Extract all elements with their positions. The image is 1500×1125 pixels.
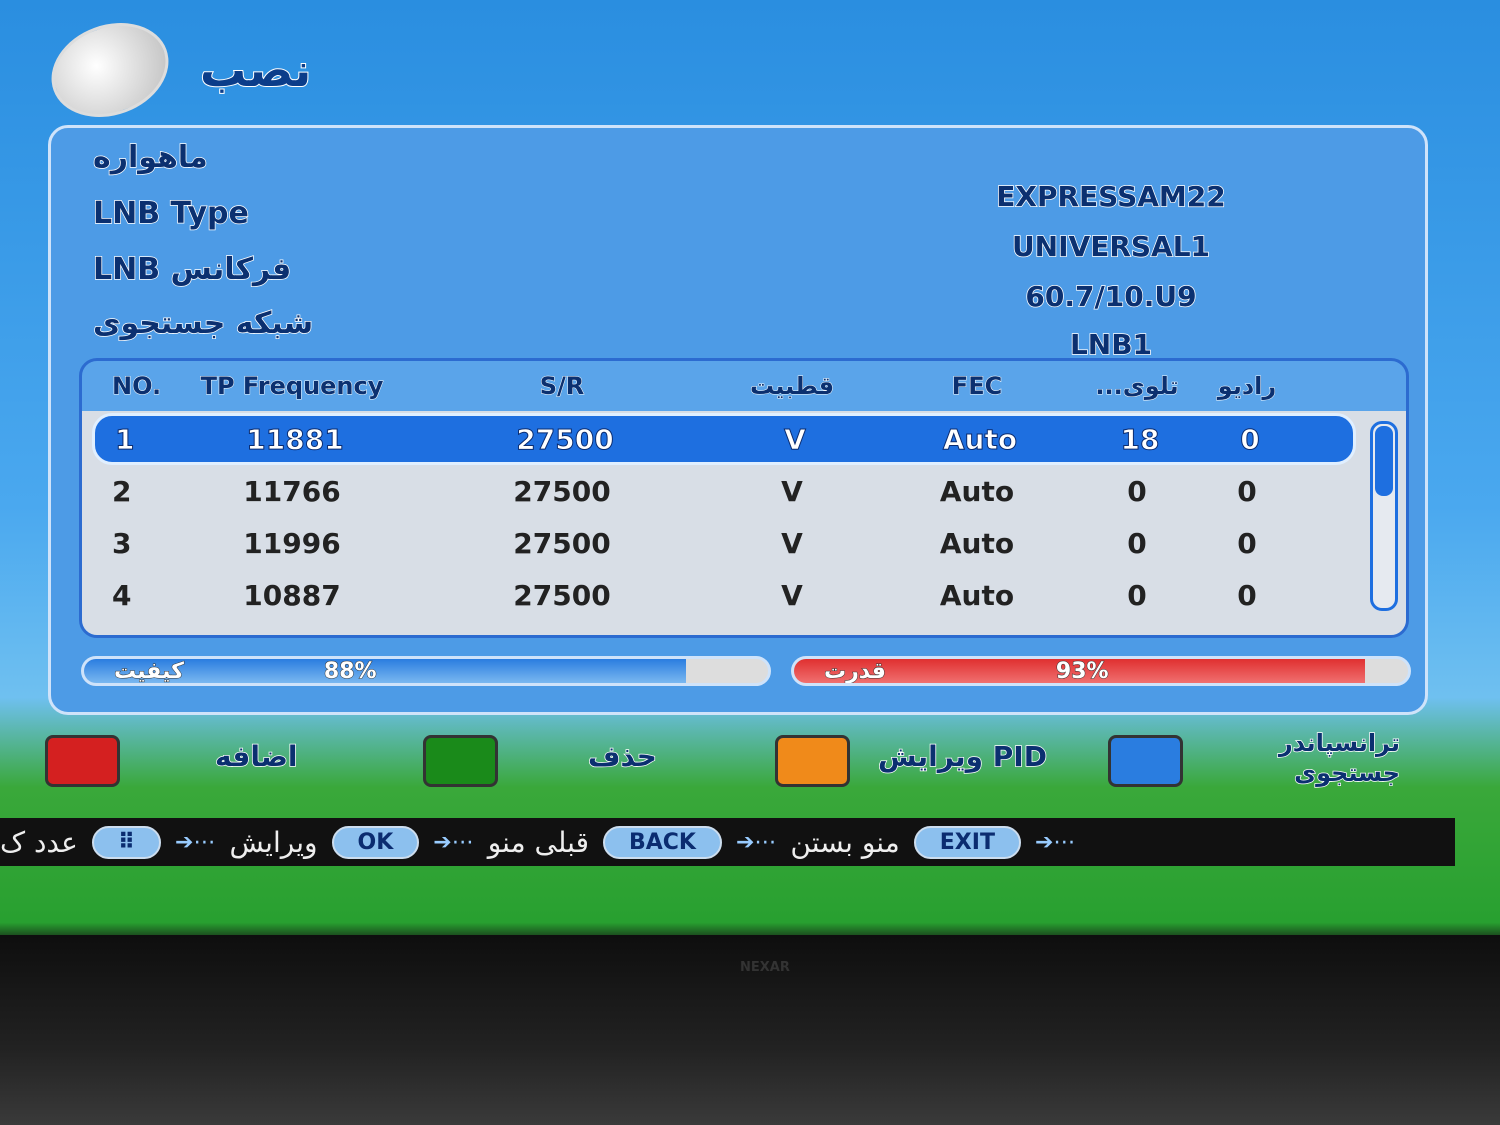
table-cell: 27500	[513, 474, 611, 508]
yellow-button[interactable]	[775, 735, 850, 787]
strength-label: قدرت	[824, 658, 887, 684]
table-cell: 3	[112, 526, 132, 560]
arrow-icon: ⋯➔	[175, 829, 216, 855]
page-title: نصب	[199, 42, 312, 98]
table-cell: Auto	[939, 578, 1015, 612]
ok-key[interactable]: OK	[331, 825, 420, 859]
scrollbar-thumb[interactable]	[1375, 426, 1393, 496]
edit-pid-label: PID ویرایش	[877, 739, 1047, 774]
table-body: 1 11881 27500 V Auto 18 0 2 11766 27500 V Auto 0 0 3 11…	[82, 411, 1406, 635]
table-cell: 11766	[243, 474, 341, 508]
green-button[interactable]	[423, 735, 498, 787]
col-frequency: TP Frequency	[200, 372, 384, 401]
tv-brand-logo: NEXAR	[740, 960, 790, 975]
table-row[interactable]: 3 11996 27500 V Auto 0 0	[82, 517, 1406, 569]
table-cell: 0	[1127, 526, 1147, 560]
lnb-frequency-label: LNB فرکانس	[92, 251, 292, 288]
search-network-value[interactable]: LNB1	[1069, 327, 1153, 362]
search-network-label: شبکه جستجوی	[92, 305, 314, 342]
table-cell: V	[781, 526, 803, 560]
transponder-table: NO. TP Frequency S/R قطبیت FEC ...تلوی ر…	[79, 358, 1409, 638]
lnb-type-value[interactable]: UNIVERSAL1	[1011, 229, 1211, 264]
satellite-value[interactable]: EXPRESSAM22	[996, 179, 1227, 214]
table-cell: 27500	[513, 578, 611, 612]
col-tv: ...تلوی	[1095, 372, 1179, 401]
add-label: اضافه	[214, 739, 298, 774]
table-cell: 2	[112, 474, 132, 508]
back-key[interactable]: BACK	[602, 825, 722, 859]
header: نصب	[38, 7, 312, 133]
col-radio: رادیو	[1217, 372, 1277, 401]
arrow-icon: ⋯➔	[735, 829, 777, 855]
numeric-text: عدد ک	[0, 825, 78, 859]
table-cell: 10887	[243, 578, 341, 612]
satellite-dish-icon	[38, 7, 182, 133]
blue-button[interactable]	[1108, 735, 1183, 787]
table-cell: 11881	[246, 422, 344, 456]
tv-bezel: NEXAR	[0, 935, 1500, 1125]
strength-fill	[794, 659, 1366, 683]
quality-label: کیفیت	[114, 658, 185, 684]
back-text: قبلی منو	[487, 825, 589, 859]
quality-value: 88%	[323, 658, 377, 684]
table-cell: 11996	[243, 526, 341, 560]
exit-key[interactable]: EXIT	[913, 825, 1021, 859]
table-cell: 0	[1240, 422, 1260, 456]
exit-text: منو بستن	[790, 825, 900, 859]
numeric-keypad-icon[interactable]: ⠿	[91, 825, 162, 859]
table-cell: 27500	[516, 422, 614, 456]
table-cell: 0	[1127, 474, 1147, 508]
quality-bar: کیفیت 88%	[81, 656, 771, 686]
strength-bar: قدرت 93%	[791, 656, 1411, 686]
table-cell: 0	[1237, 474, 1257, 508]
arrow-icon: ⋯➔	[433, 829, 474, 855]
table-cell: 0	[1127, 578, 1147, 612]
help-bar: ⋯➔ EXIT منو بستن ⋯➔ BACK قبلی منو ⋯➔ OK …	[0, 818, 1455, 866]
table-cell: 18	[1120, 422, 1160, 456]
table-row[interactable]: 4 10887 27500 V Auto 0 0	[82, 569, 1406, 621]
table-cell: 0	[1237, 578, 1257, 612]
table-cell: Auto	[939, 526, 1015, 560]
quality-fill	[84, 659, 686, 683]
table-cell: Auto	[939, 474, 1015, 508]
col-polarity: قطبیت	[749, 372, 835, 401]
ok-text: ویرایش	[229, 825, 318, 859]
arrow-icon: ⋯➔	[1034, 829, 1076, 855]
col-sr: S/R	[539, 372, 585, 401]
table-cell: 1	[115, 422, 135, 456]
table-cell: V	[781, 578, 803, 612]
delete-label: حذف	[587, 739, 657, 774]
table-cell: V	[781, 474, 803, 508]
col-fec: FEC	[951, 372, 1003, 401]
table-cell: V	[784, 422, 807, 456]
table-cell: 27500	[513, 526, 611, 560]
strength-value: 93%	[1055, 658, 1109, 684]
table-row[interactable]: 1 11881 27500 V Auto 18 0	[92, 413, 1356, 465]
satellite-label: ماهواره	[92, 139, 208, 176]
search-transponder-label: ترانسپاندر جستجوی	[1278, 728, 1401, 788]
table-header: NO. TP Frequency S/R قطبیت FEC ...تلوی ر…	[82, 361, 1406, 411]
lnb-type-label: LNB Type	[92, 195, 249, 232]
table-cell: 4	[112, 578, 132, 612]
col-no: NO.	[112, 372, 162, 401]
red-button[interactable]	[45, 735, 120, 787]
table-cell: 0	[1237, 526, 1257, 560]
table-cell: Auto	[942, 422, 1018, 456]
install-panel: ماهواره LNB Type LNB فرکانس شبکه جستجوی …	[48, 125, 1428, 715]
scrollbar[interactable]	[1370, 421, 1398, 611]
lnb-frequency-value[interactable]: 60.7/10.U9	[1025, 279, 1198, 314]
table-row[interactable]: 2 11766 27500 V Auto 0 0	[82, 465, 1406, 517]
